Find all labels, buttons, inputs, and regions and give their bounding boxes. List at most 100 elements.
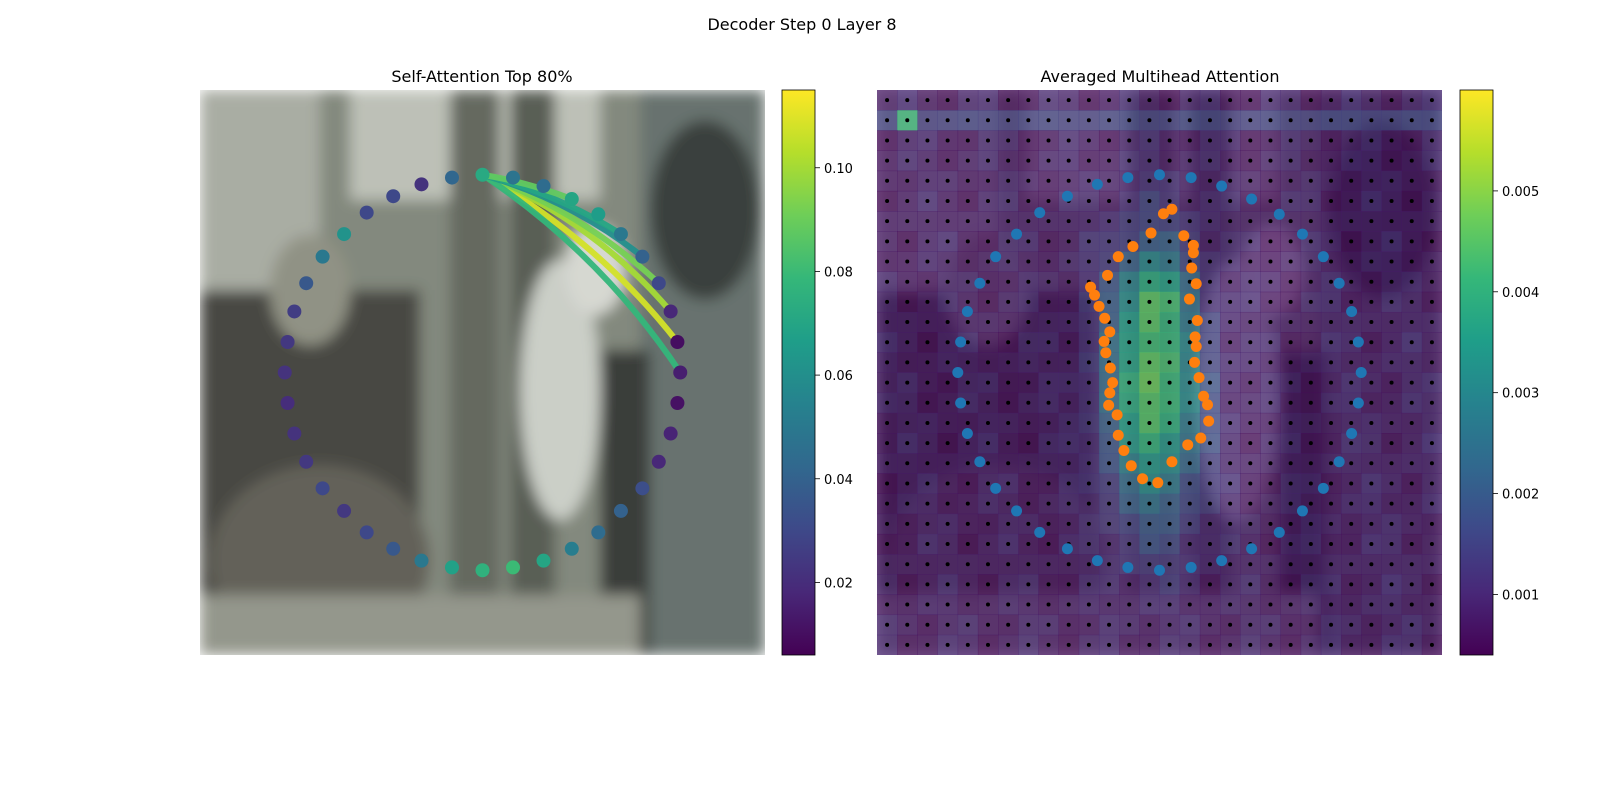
grid-dot [1288, 279, 1293, 284]
grid-dot [1086, 642, 1091, 647]
attention-edge [479, 171, 575, 203]
grid-dot [1046, 622, 1051, 627]
grid-dot [1167, 602, 1172, 607]
grid-dot [1288, 340, 1293, 345]
grid-dot [1187, 461, 1192, 466]
grid-dot [1349, 239, 1354, 244]
contour-point [475, 563, 490, 578]
contour-point [444, 170, 459, 185]
grid-dot [1006, 320, 1011, 325]
grid-dot [1207, 299, 1212, 304]
grid-dot [1389, 320, 1394, 325]
grid-dot [1369, 118, 1374, 123]
grid-dot [1288, 441, 1293, 446]
grid-dot [1207, 320, 1212, 325]
grid-dot [885, 521, 890, 526]
grid-dot [1066, 219, 1071, 224]
grid-dot [1268, 400, 1273, 405]
grid-dot [1066, 138, 1071, 143]
grid-dot [1288, 198, 1293, 203]
grid-dot [1308, 259, 1313, 264]
grid-dot [1329, 158, 1334, 163]
grid-dot [1187, 259, 1192, 264]
grid-dot [1429, 380, 1434, 385]
grid-dot [925, 461, 930, 466]
grid-dot [985, 622, 990, 627]
grid-dot [985, 279, 990, 284]
inner-contour-point [1104, 326, 1116, 338]
grid-dot [1147, 219, 1152, 224]
grid-dot [945, 501, 950, 506]
grid-dot [965, 542, 970, 547]
grid-dot [965, 642, 970, 647]
inner-contour-point [1112, 429, 1124, 441]
grid-dot [1288, 219, 1293, 224]
grid-dot [1308, 279, 1313, 284]
grid-dot [1308, 622, 1313, 627]
grid-dot [1046, 441, 1051, 446]
grid-dot [965, 481, 970, 486]
grid-dot [1228, 481, 1233, 486]
grid-dot [1308, 420, 1313, 425]
grid-dot [1349, 340, 1354, 345]
outer-ring-point [1317, 251, 1329, 263]
grid-dot [945, 602, 950, 607]
grid-dot [1389, 360, 1394, 365]
grid-dot [885, 340, 890, 345]
grid-dot [1369, 642, 1374, 647]
grid-dot [1046, 602, 1051, 607]
grid-dot [1389, 279, 1394, 284]
contour-point [651, 276, 666, 291]
grid-dot [1066, 118, 1071, 123]
colorbar-tick-label: 0.02 [824, 576, 853, 591]
grid-dot [1409, 178, 1414, 183]
grid-dot [1308, 118, 1313, 123]
right-colorbar-gradient [1459, 89, 1494, 656]
grid-dot [945, 178, 950, 183]
grid-dot [1268, 299, 1273, 304]
grid-dot [1046, 420, 1051, 425]
grid-dot [1006, 400, 1011, 405]
grid-dot [905, 642, 910, 647]
grid-dot [1349, 602, 1354, 607]
grid-dot [1147, 602, 1152, 607]
grid-dot [905, 441, 910, 446]
grid-dot [1248, 118, 1253, 123]
grid-dot [1207, 158, 1212, 163]
grid-dot [945, 420, 950, 425]
grid-dot [1248, 138, 1253, 143]
grid-dot [1187, 420, 1192, 425]
grid-dot [1349, 400, 1354, 405]
grid-dot [1167, 420, 1172, 425]
grid-dot [1127, 380, 1132, 385]
grid-dot [1369, 178, 1374, 183]
grid-dot [1268, 582, 1273, 587]
grid-dot [905, 279, 910, 284]
inner-contour-point [1118, 444, 1130, 456]
grid-dot [1006, 279, 1011, 284]
grid-dot [1147, 481, 1152, 486]
grid-dot [1006, 582, 1011, 587]
grid-dot [1167, 400, 1172, 405]
grid-dot [1187, 198, 1192, 203]
contour-point [414, 177, 429, 192]
grid-dot [1268, 320, 1273, 325]
grid-dot [1086, 420, 1091, 425]
grid-dot [1389, 138, 1394, 143]
grid-dot [1086, 461, 1091, 466]
grid-dot [1167, 320, 1172, 325]
grid-dot [1167, 178, 1172, 183]
grid-dot [885, 138, 890, 143]
grid-dot [1268, 279, 1273, 284]
grid-dot [1228, 501, 1233, 506]
inner-contour-point [1125, 460, 1137, 472]
grid-dot [905, 239, 910, 244]
grid-dot [905, 501, 910, 506]
outer-ring-point [1346, 305, 1358, 317]
grid-dot [1127, 602, 1132, 607]
grid-dot [1409, 521, 1414, 526]
grid-dot [1167, 259, 1172, 264]
grid-dot [1026, 178, 1031, 183]
outer-ring-point [1355, 367, 1367, 378]
grid-dot [1389, 178, 1394, 183]
